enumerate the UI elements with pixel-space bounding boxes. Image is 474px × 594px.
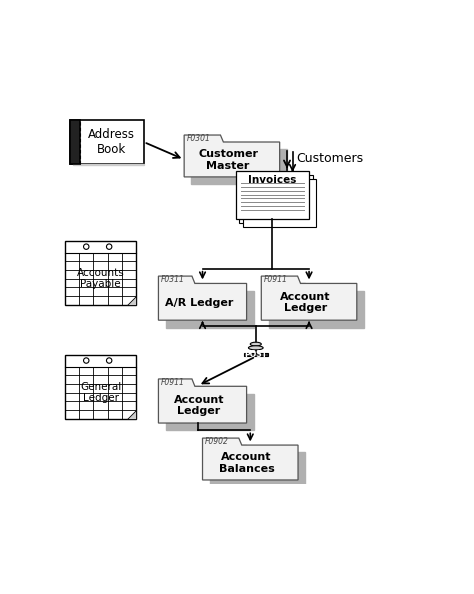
FancyBboxPatch shape: [236, 172, 309, 219]
Ellipse shape: [248, 346, 263, 350]
FancyBboxPatch shape: [73, 164, 144, 165]
Text: F0902: F0902: [205, 437, 228, 446]
Text: General
Ledger: General Ledger: [80, 381, 121, 403]
FancyBboxPatch shape: [239, 175, 313, 223]
Polygon shape: [158, 276, 246, 320]
Text: POST: POST: [244, 350, 267, 359]
Text: Address
Book: Address Book: [88, 128, 135, 156]
FancyBboxPatch shape: [243, 179, 316, 226]
Text: Accounts
Payable: Accounts Payable: [77, 268, 125, 289]
FancyBboxPatch shape: [70, 120, 80, 164]
Text: Account
Ledger: Account Ledger: [280, 292, 330, 314]
Text: F0301: F0301: [186, 134, 210, 143]
Polygon shape: [166, 283, 254, 327]
Polygon shape: [184, 135, 280, 177]
FancyBboxPatch shape: [65, 355, 137, 419]
Text: Account
Balances: Account Balances: [219, 453, 274, 474]
Polygon shape: [261, 276, 357, 320]
Text: F0911: F0911: [161, 378, 184, 387]
Polygon shape: [158, 379, 246, 423]
Polygon shape: [269, 283, 364, 327]
Circle shape: [83, 244, 89, 249]
Text: Customer
Master: Customer Master: [198, 149, 258, 171]
Text: Invoices: Invoices: [248, 175, 297, 185]
Polygon shape: [127, 410, 137, 419]
Text: Account
Ledger: Account Ledger: [174, 394, 224, 416]
Text: A/R Ledger: A/R Ledger: [165, 298, 233, 308]
Ellipse shape: [250, 342, 261, 346]
FancyBboxPatch shape: [70, 120, 144, 164]
Text: F0311: F0311: [161, 275, 184, 284]
Polygon shape: [191, 143, 287, 184]
FancyBboxPatch shape: [65, 241, 137, 305]
Circle shape: [83, 358, 89, 364]
Polygon shape: [166, 386, 254, 431]
Text: F0911: F0911: [264, 275, 287, 284]
FancyBboxPatch shape: [244, 353, 268, 356]
Polygon shape: [127, 296, 137, 305]
Circle shape: [107, 244, 112, 249]
Polygon shape: [202, 438, 298, 480]
Polygon shape: [210, 446, 305, 487]
Text: Customers: Customers: [296, 151, 363, 165]
Circle shape: [107, 358, 112, 364]
